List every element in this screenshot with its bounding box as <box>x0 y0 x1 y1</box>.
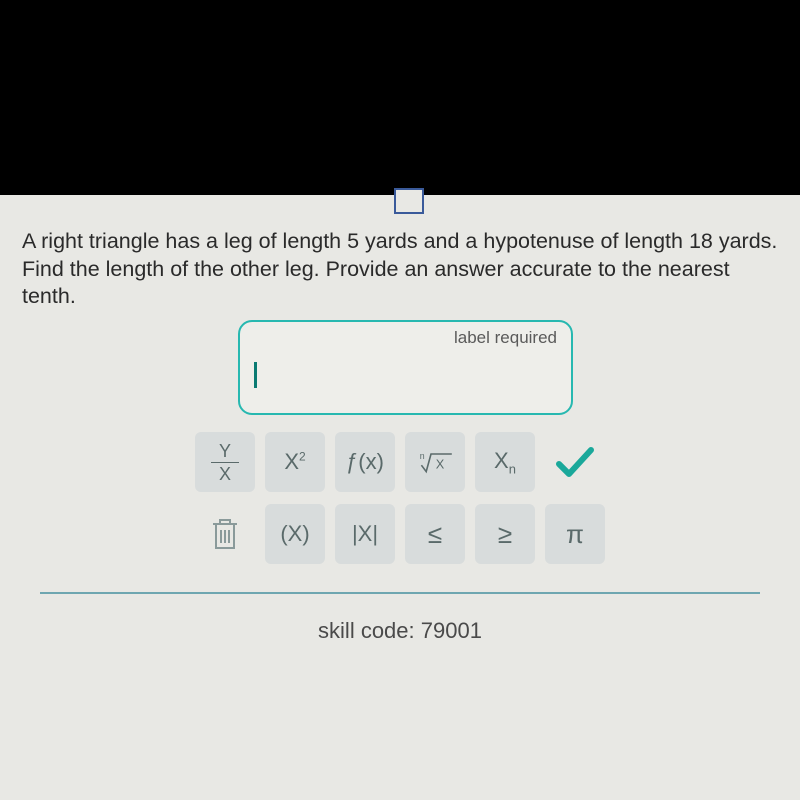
section-divider <box>40 592 760 594</box>
delete-button[interactable] <box>195 504 255 564</box>
text-cursor <box>254 362 257 388</box>
question-text: A right triangle has a leg of length 5 y… <box>22 228 778 311</box>
fraction-top: Y <box>211 441 239 463</box>
less-than-equal-button[interactable]: ≤ <box>405 504 465 564</box>
parentheses-button[interactable]: (X) <box>265 504 325 564</box>
function-label: ƒ(x) <box>346 449 384 475</box>
answer-input[interactable]: label required <box>238 320 573 415</box>
fraction-bottom: X <box>211 463 239 484</box>
math-keypad: Y X X2 ƒ(x) n X Xn <box>170 432 630 576</box>
absolute-value-button[interactable]: |X| <box>335 504 395 564</box>
pi-button[interactable]: π <box>545 504 605 564</box>
pi-label: π <box>566 519 584 550</box>
keypad-row-1: Y X X2 ƒ(x) n X Xn <box>170 432 630 492</box>
partial-header-icon <box>394 188 424 214</box>
power-exp: 2 <box>299 450 306 464</box>
trash-icon <box>209 516 241 552</box>
fraction-button[interactable]: Y X <box>195 432 255 492</box>
root-icon: n X <box>415 447 455 477</box>
parens-label: (X) <box>280 521 309 547</box>
submit-button[interactable] <box>545 432 605 492</box>
lte-label: ≤ <box>428 519 442 550</box>
power-base: X <box>284 449 299 474</box>
nth-root-button[interactable]: n X <box>405 432 465 492</box>
skill-code-text: skill code: 79001 <box>0 618 800 644</box>
svg-text:X: X <box>436 456 445 471</box>
function-button[interactable]: ƒ(x) <box>335 432 395 492</box>
subscript-base: X <box>494 448 509 473</box>
svg-text:n: n <box>420 451 425 461</box>
subscript-sub: n <box>509 461 516 476</box>
keypad-row-2: (X) |X| ≤ ≥ π <box>170 504 630 564</box>
abs-label: |X| <box>352 521 378 547</box>
skill-code-value: 79001 <box>421 618 482 643</box>
subscript-button[interactable]: Xn <box>475 432 535 492</box>
check-icon <box>553 440 597 484</box>
power-button[interactable]: X2 <box>265 432 325 492</box>
skill-code-label: skill code: <box>318 618 421 643</box>
greater-than-equal-button[interactable]: ≥ <box>475 504 535 564</box>
gte-label: ≥ <box>498 519 512 550</box>
answer-placeholder-label: label required <box>454 328 557 348</box>
